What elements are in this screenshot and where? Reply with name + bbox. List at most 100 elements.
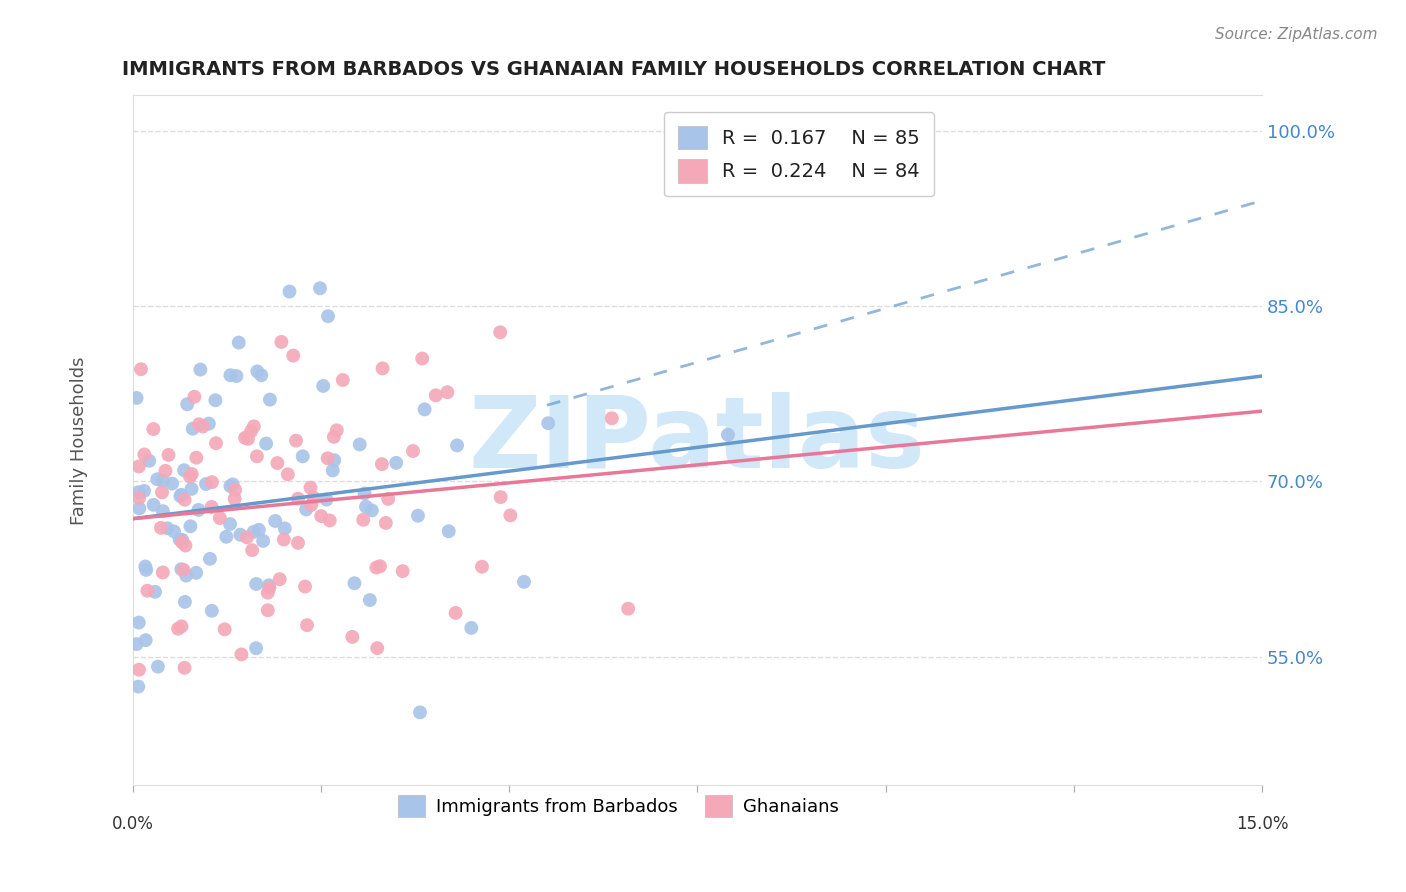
Point [471, 559, 494, 574]
Point [315, 492, 337, 507]
Point [215, 530, 238, 544]
Point [371, 457, 394, 471]
Point [205, 436, 228, 450]
Point [156, 521, 179, 535]
Point [180, 467, 202, 481]
Point [259, 392, 281, 407]
Point [444, 606, 467, 620]
Text: ZIPatlas: ZIPatlas [470, 392, 925, 489]
Point [425, 388, 447, 402]
Point [128, 615, 150, 630]
Point [127, 485, 149, 500]
Point [240, 543, 263, 558]
Point [170, 562, 193, 576]
Point [291, 450, 314, 464]
Point [152, 474, 174, 488]
Point [326, 423, 349, 437]
Point [231, 648, 253, 662]
Point [278, 285, 301, 299]
Point [309, 509, 332, 524]
Point [287, 536, 309, 550]
Point [135, 563, 157, 577]
Point [142, 422, 165, 436]
Point [152, 566, 174, 580]
Point [243, 419, 266, 434]
Point [128, 501, 150, 516]
Point [169, 533, 191, 547]
Point [142, 498, 165, 512]
Point [391, 564, 413, 578]
Y-axis label: Family Households: Family Households [70, 356, 87, 524]
Point [342, 630, 364, 644]
Point [134, 559, 156, 574]
Point [437, 524, 460, 539]
Point [245, 641, 267, 656]
Point [319, 513, 342, 527]
Point [229, 527, 252, 541]
Point [411, 351, 433, 366]
Point [254, 436, 277, 450]
Point [368, 559, 391, 574]
Point [186, 566, 208, 580]
Point [134, 448, 156, 462]
Point [179, 519, 201, 533]
Point [247, 523, 270, 537]
Point [246, 450, 269, 464]
Point [277, 467, 299, 482]
Point [128, 459, 150, 474]
Point [150, 521, 173, 535]
Point [250, 368, 273, 383]
Point [219, 479, 242, 493]
Point [181, 422, 204, 436]
Point [270, 334, 292, 349]
Point [264, 514, 287, 528]
Point [353, 486, 375, 500]
Point [179, 469, 201, 483]
Point [302, 491, 325, 505]
Point [214, 623, 236, 637]
Point [257, 578, 280, 592]
Point [283, 349, 305, 363]
Point [316, 309, 339, 323]
Point [717, 427, 740, 442]
Point [489, 490, 512, 504]
Point [219, 516, 242, 531]
Point [201, 604, 224, 618]
Point [174, 595, 197, 609]
Point [173, 661, 195, 675]
Point [169, 489, 191, 503]
Point [125, 391, 148, 405]
Point [186, 450, 208, 465]
Point [127, 680, 149, 694]
Point [413, 402, 436, 417]
Point [312, 379, 335, 393]
Point [180, 482, 202, 496]
Point [170, 619, 193, 633]
Point [132, 483, 155, 498]
Point [198, 551, 221, 566]
Point [236, 432, 259, 446]
Point [352, 513, 374, 527]
Point [295, 618, 318, 632]
Point [173, 492, 195, 507]
Point [198, 417, 221, 431]
Point [167, 622, 190, 636]
Point [377, 491, 399, 506]
Point [285, 434, 308, 448]
Point [366, 641, 388, 656]
Point [436, 385, 458, 400]
Point [385, 456, 408, 470]
Point [150, 485, 173, 500]
Point [172, 533, 194, 547]
Point [170, 488, 193, 502]
Point [174, 568, 197, 582]
Point [402, 444, 425, 458]
Point [222, 477, 245, 491]
Point [359, 593, 381, 607]
Point [259, 581, 281, 595]
Point [204, 393, 226, 408]
Point [136, 583, 159, 598]
Point [155, 464, 177, 478]
Point [294, 580, 316, 594]
Point [129, 362, 152, 376]
